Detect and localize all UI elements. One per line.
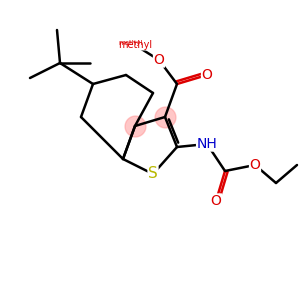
Text: O: O: [250, 158, 260, 172]
Text: O: O: [154, 53, 164, 67]
Text: methyl: methyl: [118, 40, 152, 50]
Text: S: S: [148, 167, 158, 182]
Text: O: O: [211, 194, 221, 208]
Text: NH: NH: [196, 137, 218, 151]
Text: O: O: [202, 68, 212, 82]
Text: methyl: methyl: [118, 40, 143, 46]
